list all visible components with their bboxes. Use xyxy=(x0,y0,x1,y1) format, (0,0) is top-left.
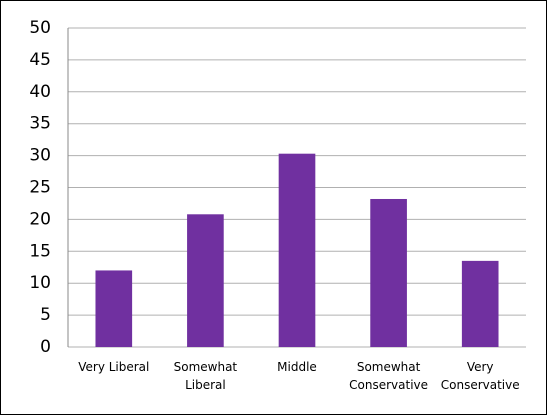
y-tick-label: 15 xyxy=(29,241,51,261)
bar xyxy=(370,198,407,347)
y-tick-label: 25 xyxy=(29,178,51,198)
y-tick-label: 10 xyxy=(29,273,51,293)
bar xyxy=(461,260,499,347)
y-tick-label: 0 xyxy=(40,337,51,357)
bar xyxy=(95,270,133,347)
x-tick-label: Middle xyxy=(277,360,317,374)
y-tick-label: 35 xyxy=(29,114,51,134)
y-tick-label: 50 xyxy=(29,18,51,38)
y-tick-label: 40 xyxy=(29,82,51,102)
bar xyxy=(187,214,224,347)
y-tick-label: 20 xyxy=(29,209,51,229)
bar xyxy=(278,153,316,347)
x-tick-label: Very Liberal xyxy=(78,360,150,374)
x-tick-label: Somewhat Liberal xyxy=(173,360,238,392)
x-tick-label: Somewhat Conservative xyxy=(349,360,429,392)
y-tick-label: 5 xyxy=(40,305,51,325)
x-tick-label: Very Conservative xyxy=(440,360,520,392)
y-tick-label: 45 xyxy=(29,50,51,70)
y-tick-label: 30 xyxy=(29,146,51,166)
